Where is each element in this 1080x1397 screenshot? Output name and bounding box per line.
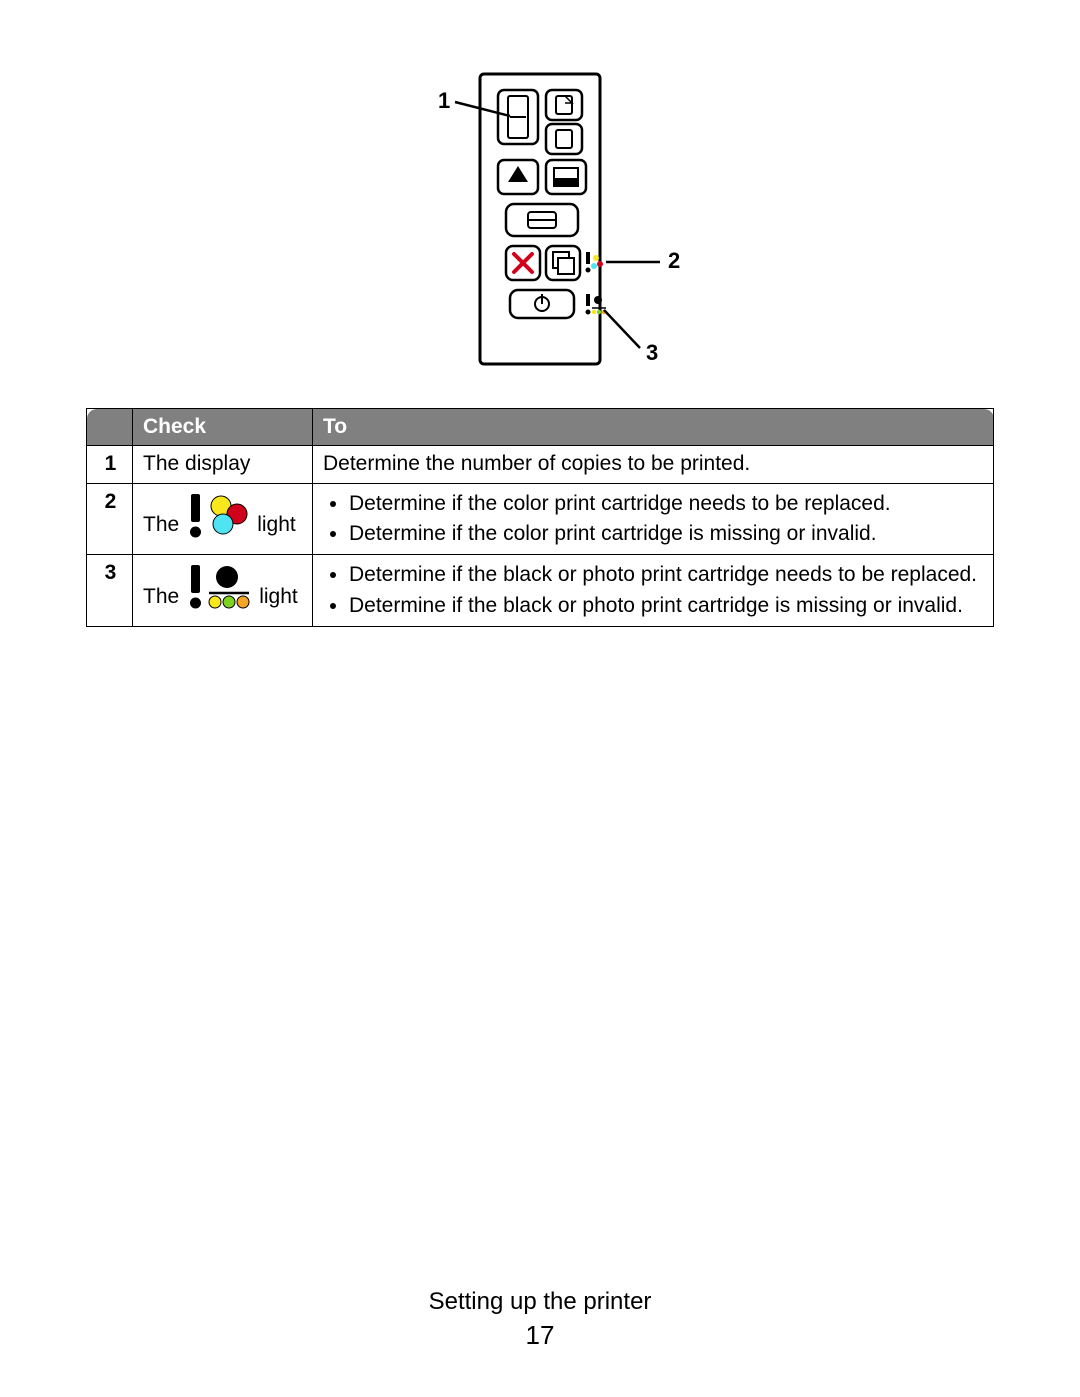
table-row: 3 The light [87, 555, 994, 627]
callout-3: 3 [646, 340, 658, 365]
bullet: Determine if the black or photo print ca… [349, 561, 985, 589]
color-ink-warning-icon [183, 490, 253, 540]
panel-svg: 1 2 3 [360, 66, 720, 386]
footer-section-title: Setting up the printer [0, 1288, 1080, 1316]
check-prefix: The [143, 511, 179, 539]
check-suffix: light [259, 583, 298, 611]
check-suffix: light [257, 511, 296, 539]
header-to: To [313, 409, 994, 446]
printer-panel-diagram: 1 2 3 [86, 66, 994, 386]
row-check: The light [133, 555, 313, 627]
row-to: Determine if the color print cartridge n… [313, 483, 994, 555]
bullet: Determine if the color print cartridge n… [349, 490, 985, 518]
bullet: Determine if the color print cartridge i… [349, 520, 985, 548]
footer-page-number: 17 [0, 1320, 1080, 1351]
table-row: 1 The display Determine the number of co… [87, 446, 994, 483]
row-number: 2 [87, 483, 133, 555]
header-blank [87, 409, 133, 446]
row-number: 3 [87, 555, 133, 627]
table-row: 2 The light [87, 483, 994, 555]
row-to: Determine if the black or photo print ca… [313, 555, 994, 627]
callout-1: 1 [438, 88, 450, 113]
photo-ink-warning-icon [183, 561, 255, 611]
row-check: The display [133, 446, 313, 483]
row-number: 1 [87, 446, 133, 483]
check-prefix: The [143, 583, 179, 611]
header-check: Check [133, 409, 313, 446]
bullet: Determine if the black or photo print ca… [349, 592, 985, 620]
page-footer: Setting up the printer 17 [0, 1288, 1080, 1351]
callout-2: 2 [668, 248, 680, 273]
row-to: Determine the number of copies to be pri… [313, 446, 994, 483]
row-check: The light [133, 483, 313, 555]
table-header-row: Check To [87, 409, 994, 446]
check-to-table: Check To 1 The display Determine the num… [86, 408, 994, 627]
